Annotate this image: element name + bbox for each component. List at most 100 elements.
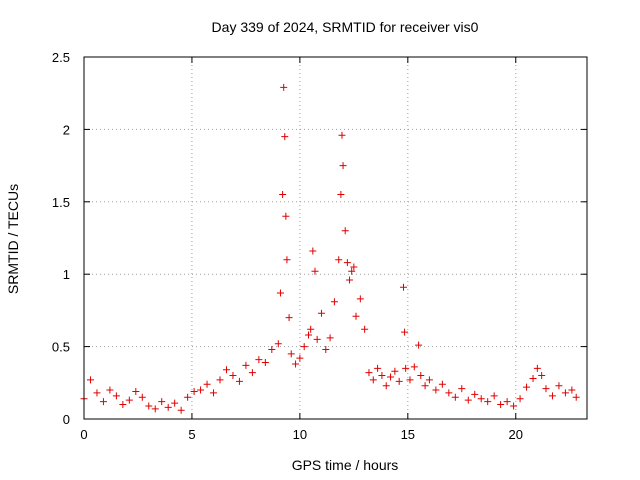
data-point [216, 376, 224, 384]
data-point [529, 374, 537, 382]
data-point [484, 398, 492, 406]
data-point [283, 256, 291, 264]
data-point [378, 372, 386, 380]
data-point [276, 289, 284, 297]
data-point [352, 312, 360, 320]
plot-frame [83, 56, 588, 420]
data-point [138, 393, 146, 401]
data-point [335, 256, 343, 264]
data-point [415, 341, 423, 349]
data-point [356, 295, 364, 303]
data-point [151, 405, 159, 413]
data-point [432, 386, 440, 394]
data-point [395, 377, 403, 385]
data-point [406, 376, 414, 384]
data-point [523, 383, 531, 391]
data-point [285, 314, 293, 322]
x-tick-label: 15 [401, 427, 415, 442]
data-point [300, 343, 308, 351]
data-point [548, 392, 556, 400]
data-point [346, 276, 354, 284]
data-point [391, 367, 399, 375]
axis-ticks: 0 5 10 15 20 0 0.5 1 1.5 2 2.5 [52, 50, 587, 442]
data-point [382, 382, 390, 390]
data-point [274, 340, 282, 348]
data-point [164, 403, 172, 411]
data-point [229, 372, 237, 380]
data-point [417, 372, 425, 380]
data-point [445, 389, 453, 397]
data-point [106, 386, 114, 394]
data-point [365, 369, 373, 377]
data-point [282, 212, 290, 220]
data-point [171, 399, 179, 407]
data-point [112, 392, 120, 400]
data-point [330, 298, 338, 306]
data-point [305, 331, 313, 339]
data-point [317, 309, 325, 317]
chart-title: Day 339 of 2024, SRMTID for receiver vis… [212, 19, 479, 35]
data-point [242, 361, 250, 369]
data-point [561, 389, 569, 397]
data-point [458, 385, 466, 393]
data-point [177, 406, 185, 414]
x-axis-label: GPS time / hours [292, 457, 399, 473]
data-point [542, 385, 550, 393]
data-point [438, 380, 446, 388]
data-point [471, 390, 479, 398]
x-tick-label: 0 [80, 427, 87, 442]
data-point [322, 345, 330, 353]
data-point [568, 386, 576, 394]
x-tick-label: 10 [293, 427, 307, 442]
data-point [93, 389, 101, 397]
data-point [464, 396, 472, 404]
data-point [132, 387, 140, 395]
data-point [158, 398, 166, 406]
data-point [341, 227, 349, 235]
data-point [296, 354, 304, 362]
data-point [451, 393, 459, 401]
data-point [401, 328, 409, 336]
x-tick-label: 5 [188, 427, 195, 442]
data-point [235, 377, 243, 385]
data-point [425, 376, 433, 384]
data-point [190, 387, 198, 395]
data-point [313, 335, 321, 343]
data-point [338, 131, 346, 139]
data-point [280, 83, 288, 91]
data-point [369, 376, 377, 384]
data-point [348, 267, 356, 275]
data-point [555, 382, 563, 390]
data-point [86, 376, 94, 384]
data-point [497, 401, 505, 409]
data-point [125, 396, 133, 404]
data-point [533, 364, 541, 372]
y-axis-label: SRMTID / TECUs [5, 184, 21, 294]
data-point [311, 267, 319, 275]
y-tick-label: 0.5 [52, 340, 70, 355]
data-point [374, 364, 382, 372]
data-point [538, 372, 546, 380]
y-tick-label: 1 [63, 267, 70, 282]
data-point [402, 364, 410, 372]
data-point [400, 283, 408, 291]
data-point [145, 402, 153, 410]
data-point [387, 373, 395, 381]
data-point [248, 369, 256, 377]
data-point [255, 356, 263, 364]
data-point [307, 325, 315, 333]
data-point [210, 389, 218, 397]
y-tick-label: 0 [63, 412, 70, 427]
data-point [326, 334, 334, 342]
data-point [350, 263, 358, 271]
y-tick-label: 1.5 [52, 195, 70, 210]
data-point [421, 382, 429, 390]
data-point [99, 398, 107, 406]
data-point [339, 162, 347, 170]
y-tick-label: 2.5 [52, 50, 70, 65]
data-point [261, 359, 269, 367]
data-point [337, 191, 345, 199]
data-point [292, 360, 300, 368]
data-point [503, 398, 511, 406]
